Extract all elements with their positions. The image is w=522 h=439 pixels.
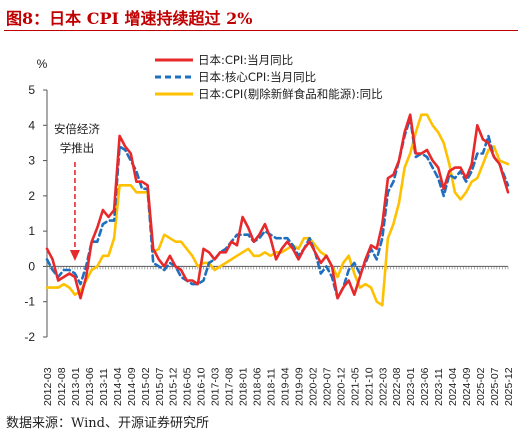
x-tick-label: 2025-02 xyxy=(475,367,487,406)
x-tick-label: 2012-03 xyxy=(42,367,54,406)
x-tick-label: 2018-11 xyxy=(266,368,278,406)
x-tick-label: 2025-07 xyxy=(489,367,501,406)
x-tick-label: 2020-12 xyxy=(335,367,347,406)
y-axis-unit-label: % xyxy=(37,57,48,71)
y-tick-label: 3 xyxy=(28,154,35,168)
x-tick-label: 2017-03 xyxy=(210,367,222,406)
legend-label: 日本:核心CPI:当月同比 xyxy=(198,70,316,84)
x-tick-label: 2012-08 xyxy=(56,367,68,406)
x-tick-label: 2021-05 xyxy=(349,367,361,406)
annotation-text-line1: 安倍经济 xyxy=(54,122,100,136)
annotation-arrow-head xyxy=(69,250,80,261)
x-tick-label: 2015-07 xyxy=(154,367,166,406)
legend-label: 日本:CPI(剔除新鲜食品和能源):同比 xyxy=(198,87,383,101)
annotation-text-line2: 学推出 xyxy=(60,141,95,155)
x-tick-label: 2015-12 xyxy=(168,367,180,406)
x-tick-label: 2018-06 xyxy=(252,367,264,406)
title-divider xyxy=(4,30,518,31)
series-line-1 xyxy=(45,113,510,300)
x-tick-label: 2016-05 xyxy=(182,367,194,406)
y-tick-label: 4 xyxy=(28,118,35,132)
x-tick-label: 2016-10 xyxy=(196,367,208,406)
x-tick-label: 2017-08 xyxy=(224,367,236,406)
x-tick-label: 2019-04 xyxy=(279,367,291,406)
x-tick-label: 2020-07 xyxy=(321,367,333,406)
x-tick-label: 2013-06 xyxy=(84,367,96,406)
series-line-3 xyxy=(45,113,510,307)
y-tick-label: -2 xyxy=(24,330,35,344)
y-tick-label: -1 xyxy=(24,295,35,309)
x-tick-label: 2013-01 xyxy=(70,367,82,406)
legend-label: 日本:CPI:当月同比 xyxy=(198,53,293,67)
x-tick-label: 2014-09 xyxy=(126,367,138,406)
x-tick-label: 2019-09 xyxy=(293,367,305,406)
series-layer xyxy=(45,113,510,307)
y-tick-label: 0 xyxy=(28,259,35,273)
data-source-note: 数据来源：Wind、开源证券研究所 xyxy=(6,416,209,431)
x-tick-label: 2015-02 xyxy=(140,367,152,406)
figure-title: 图8：日本 CPI 增速持续超过 2% xyxy=(6,9,253,28)
cpi-line-chart: % 5 4 3 2 1 0 -1 -2 2012-03 2012-08 2013-01 2013-0… xyxy=(24,53,515,406)
x-tick-label: 2022-03 xyxy=(377,367,389,406)
x-axis: 2012-03 2012-08 2013-01 2013-06 2013-11 2014-… xyxy=(42,265,515,406)
x-tick-label: 2025-12 xyxy=(503,367,515,406)
series-line-2 xyxy=(45,116,510,300)
x-tick-label: 2024-09 xyxy=(461,367,473,406)
x-tick-label: 2021-10 xyxy=(363,367,375,406)
y-tick-label: 5 xyxy=(28,83,35,97)
legend: 日本:CPI:当月同比日本:核心CPI:当月同比日本:CPI(剔除新鲜食品和能源… xyxy=(155,53,383,101)
x-tick-label: 2020-02 xyxy=(307,367,319,406)
y-axis: 5 4 3 2 1 0 -1 -2 xyxy=(24,83,48,344)
x-tick-label: 2024-04 xyxy=(447,367,459,406)
x-tick-label: 2023-06 xyxy=(419,367,431,406)
x-tick-label: 2018-01 xyxy=(238,367,250,406)
y-tick-label: 2 xyxy=(28,189,35,203)
x-tick-label: 2013-11 xyxy=(98,368,110,406)
y-tick-label: 1 xyxy=(28,224,35,238)
x-tick-label: 2023-01 xyxy=(405,367,417,406)
x-tick-label: 2022-08 xyxy=(391,367,403,406)
x-tick-label: 2023-11 xyxy=(433,368,445,406)
x-tick-label: 2014-04 xyxy=(112,367,124,406)
